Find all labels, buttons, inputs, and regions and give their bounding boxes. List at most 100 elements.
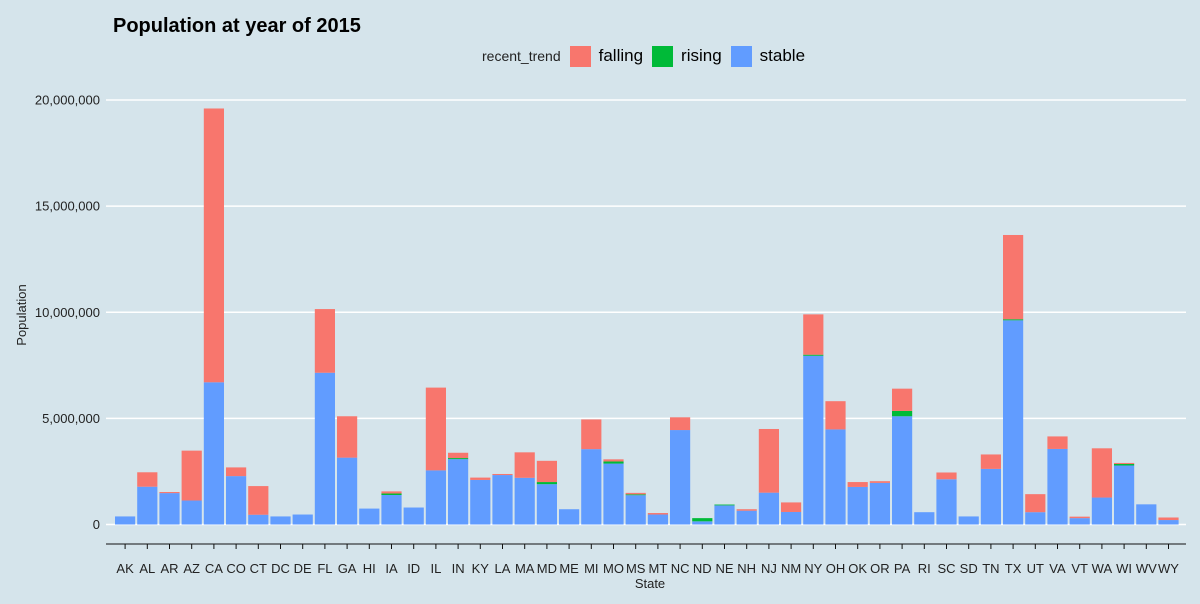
bar-ut-stable: [1025, 512, 1046, 525]
bar-dc-stable: [270, 516, 291, 525]
x-tick-label: SC: [937, 561, 955, 576]
x-tick-label: OK: [848, 561, 867, 576]
bar-pa-falling: [892, 388, 913, 411]
x-tick-label: FL: [317, 561, 332, 576]
x-tick-label: CA: [205, 561, 223, 576]
bar-il-stable: [425, 470, 446, 525]
bar-tx-rising: [1003, 319, 1024, 321]
x-tick-label: HI: [363, 561, 376, 576]
bar-in-stable: [448, 459, 469, 525]
bar-pa-rising: [892, 410, 913, 417]
y-tick-label: 15,000,000: [35, 199, 100, 214]
legend-label-stable: stable: [759, 46, 806, 65]
x-tick-label: NH: [737, 561, 756, 576]
legend: recent_trend falling rising stable: [482, 45, 814, 67]
bar-tn-stable: [980, 468, 1001, 525]
gridlines: [106, 99, 1186, 526]
y-tick-label: 5,000,000: [42, 411, 100, 426]
y-tick-label: 0: [93, 517, 100, 532]
bar-nh-stable: [736, 510, 757, 525]
x-tick-label: MD: [537, 561, 557, 576]
x-tick-label: MI: [584, 561, 598, 576]
bar-ky-falling: [470, 477, 491, 480]
x-tick-label: WY: [1158, 561, 1179, 576]
bar-ut-falling: [1025, 494, 1046, 513]
bar-ne-rising: [714, 504, 735, 506]
x-tick-label: WV: [1136, 561, 1157, 576]
x-tick-label: NY: [804, 561, 822, 576]
y-axis-title: Population: [14, 284, 29, 345]
bar-ny-rising: [803, 354, 824, 356]
x-ticks: AK AL AR AZ CA CO CT DC DE FL GA HI IA ID IL IN KY LA MA MD…: [116, 544, 1179, 576]
bar-tx-stable: [1003, 320, 1024, 525]
x-tick-label: DC: [271, 561, 290, 576]
x-tick-label: IA: [385, 561, 398, 576]
legend-swatch-stable: [730, 45, 752, 67]
x-tick-label: RI: [918, 561, 931, 576]
x-tick-label: WA: [1092, 561, 1113, 576]
bar-in-falling: [448, 452, 469, 459]
bar-md-stable: [536, 484, 557, 525]
bar-ar-falling: [159, 492, 180, 494]
legend-label-falling: falling: [598, 46, 644, 65]
bar-ga-stable: [337, 457, 358, 525]
x-tick-label: MA: [515, 561, 535, 576]
x-tick-label: AL: [139, 561, 155, 576]
x-tick-label: IN: [452, 561, 465, 576]
chart-title: Population at year of 2015: [113, 15, 361, 37]
x-tick-label: KY: [472, 561, 490, 576]
bar-ca-falling: [203, 108, 224, 383]
bar-vt-stable: [1069, 518, 1090, 525]
x-tick-label: UT: [1027, 561, 1044, 576]
bar-md-rising: [536, 482, 557, 485]
bar-nc-stable: [670, 430, 691, 525]
bar-nj-stable: [758, 492, 779, 525]
bar-ct-stable: [248, 514, 269, 525]
x-tick-label: TX: [1005, 561, 1022, 576]
bar-ms-rising: [625, 494, 646, 496]
bar-oh-falling: [825, 401, 846, 430]
bar-wy-falling: [1158, 517, 1179, 521]
x-tick-label: MT: [649, 561, 668, 576]
bar-vt-falling: [1069, 516, 1090, 519]
legend-swatch-rising: [652, 45, 674, 67]
bar-la-falling: [492, 473, 513, 476]
bar-mt-falling: [647, 513, 668, 515]
bar-nm-falling: [781, 502, 802, 512]
bar-sc-falling: [936, 472, 957, 480]
legend-item-falling: falling: [569, 45, 644, 67]
bar-az-falling: [181, 450, 202, 501]
x-tick-label: OR: [870, 561, 890, 576]
legend-label-rising: rising: [681, 46, 722, 65]
bar-va-falling: [1047, 436, 1068, 449]
bar-mi-falling: [581, 419, 602, 450]
bar-tn-falling: [980, 454, 1001, 469]
legend-swatch-falling: [569, 45, 591, 67]
bar-nc-falling: [670, 417, 691, 431]
bar-me-stable: [559, 509, 580, 525]
x-tick-label: TN: [982, 561, 999, 576]
bar-ok-falling: [847, 482, 868, 487]
bar-nm-stable: [781, 511, 802, 525]
bar-la-stable: [492, 475, 513, 525]
bar-wi-stable: [1114, 465, 1135, 525]
bar-wv-stable: [1136, 504, 1157, 525]
bar-mo-falling: [603, 459, 624, 462]
bar-wa-falling: [1091, 448, 1112, 498]
bar-al-falling: [137, 472, 158, 487]
bar-nd-rising: [692, 518, 713, 522]
bar-wi-rising: [1114, 464, 1135, 466]
bar-sd-stable: [958, 516, 979, 525]
x-tick-label: AR: [160, 561, 178, 576]
bars: [115, 108, 1179, 525]
x-tick-label: PA: [894, 561, 911, 576]
bar-ms-stable: [625, 495, 646, 525]
bar-il-falling: [425, 387, 446, 471]
x-tick-label: AZ: [183, 561, 200, 576]
bar-ma-stable: [514, 477, 535, 525]
bar-de-stable: [292, 514, 313, 525]
bar-ri-stable: [914, 512, 935, 525]
bar-ny-stable: [803, 355, 824, 525]
x-tick-label: MS: [626, 561, 646, 576]
